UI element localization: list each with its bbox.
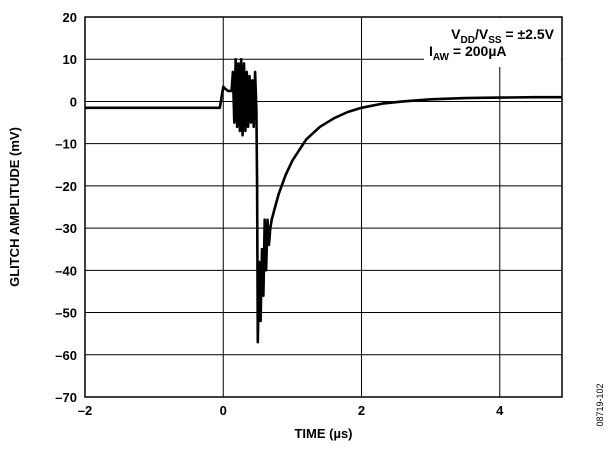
dd-subscript: DD — [461, 35, 475, 46]
supply-voltage-annotation: VDD/VSS = ±2.5V — [451, 26, 554, 46]
current-value: = 200µA — [449, 43, 507, 59]
y-tick-label: –20 — [55, 179, 77, 194]
y-tick-label: –70 — [55, 390, 77, 405]
series-line — [85, 57, 562, 344]
x-tick-label: 2 — [358, 403, 365, 418]
y-tick-label: –40 — [55, 263, 77, 278]
aw-subscript: AW — [433, 52, 450, 63]
y-tick-label: –60 — [55, 348, 77, 363]
i-symbol: I — [429, 43, 433, 59]
x-axis-label: TIME (µs) — [294, 426, 352, 441]
v-symbol: V — [451, 26, 461, 42]
figure-id: 08719-102 — [595, 383, 605, 426]
annotation-background — [424, 18, 561, 67]
y-axis-label: GLITCH AMPLITUDE (mV) — [7, 127, 22, 287]
y-tick-label: 20 — [63, 10, 77, 25]
x-tick-label: 0 — [220, 403, 227, 418]
current-annotation: IAW = 200µA — [429, 43, 507, 63]
y-tick-label: 0 — [70, 94, 77, 109]
x-tick-label: –2 — [78, 403, 92, 418]
y-tick-label: 10 — [63, 52, 77, 67]
ss-subscript: SS — [488, 35, 502, 46]
plot-frame — [84, 16, 563, 398]
slash-v-symbol: /V — [475, 26, 489, 42]
y-tick-label: –10 — [55, 137, 77, 152]
y-tick-label: –30 — [55, 221, 77, 236]
x-tick-label: 4 — [496, 403, 504, 418]
voltage-value: = ±2.5V — [502, 26, 555, 42]
y-tick-label: –50 — [55, 306, 77, 321]
